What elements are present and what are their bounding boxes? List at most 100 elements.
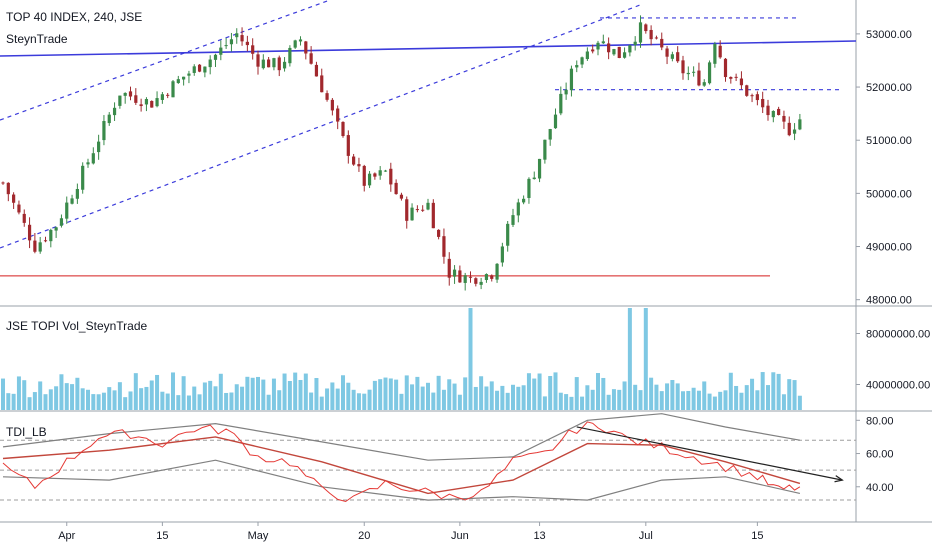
candle-body (665, 48, 669, 57)
right-price-axis[interactable]: 53000.00 52000.00 51000.00 50000.00 49000.00… (856, 29, 930, 494)
volume-bar (309, 392, 314, 410)
price-pane[interactable] (0, 0, 857, 291)
volume-bar (54, 386, 59, 410)
volume-bar (133, 373, 138, 410)
volume-bar (681, 391, 685, 410)
candle-body (182, 76, 186, 80)
volume-bar (139, 388, 144, 410)
volume-bar (404, 375, 409, 410)
candle-body (298, 39, 303, 42)
candle-body (532, 177, 536, 180)
volume-bar (335, 388, 340, 410)
resistance-trendline (0, 40, 857, 57)
tdi-rsi-line (2, 421, 801, 503)
volume-bar (553, 372, 558, 410)
candle-body (628, 45, 632, 53)
volume-bar (670, 380, 675, 410)
candle-body (750, 95, 754, 97)
time-axis[interactable]: Apr 15 May 20 Jun 13 Jul 15 (58, 522, 764, 542)
candle-body (660, 38, 664, 48)
candle-body (644, 24, 648, 32)
volume-bar (686, 390, 691, 410)
candle-body (484, 274, 489, 281)
candle-body (309, 53, 313, 64)
volume-bar (489, 381, 494, 410)
volume-bar (282, 373, 287, 410)
volume-bar (638, 390, 643, 410)
volume-bar (32, 392, 37, 410)
volume-pane[interactable] (1, 308, 802, 410)
candle-body (575, 65, 579, 68)
pane-separators (0, 0, 932, 523)
candle-body (118, 95, 122, 106)
candle-body (681, 60, 685, 74)
author-label: SteynTrade (6, 32, 68, 46)
time-tick-label: 13 (533, 530, 545, 542)
volume-bar (755, 390, 760, 410)
volume-bar (691, 387, 696, 410)
candle-body (325, 93, 329, 100)
volume-bar (224, 392, 229, 410)
volume-bar (750, 378, 755, 410)
volume-tick-label: 80000000.00 (866, 329, 930, 341)
candle-body (224, 45, 228, 47)
price-overlays (0, 0, 857, 277)
candle-body (102, 121, 106, 141)
candle-body (670, 54, 674, 59)
volume-bar (213, 386, 218, 410)
candle-body (734, 76, 738, 78)
volume-bar (760, 372, 765, 410)
candle-body (123, 92, 127, 96)
volume-bar (564, 394, 569, 410)
volume-bar (367, 389, 372, 410)
candle-body (649, 29, 653, 40)
volume-bar (574, 377, 579, 410)
volume-bar (728, 372, 733, 410)
candle-body (569, 68, 574, 91)
volume-bar (643, 308, 648, 410)
candle-body (134, 95, 138, 103)
candle-body (383, 170, 388, 172)
candle-body (777, 108, 781, 116)
candle-body (314, 64, 319, 77)
volume-bar (351, 389, 356, 410)
candle-body (607, 43, 611, 53)
volume-bar (208, 380, 213, 410)
volume-bar (293, 372, 298, 410)
price-tick-label: 49000.00 (866, 242, 912, 254)
volume-bar (473, 386, 478, 410)
volume-bar (776, 373, 781, 410)
candle-body (511, 215, 515, 225)
candle-body (272, 58, 276, 68)
volume-bar (426, 382, 430, 410)
candle-body (304, 41, 308, 54)
volume-bar (271, 378, 276, 410)
candle-body (160, 94, 164, 100)
candle-body (362, 165, 366, 186)
candle-body (718, 45, 722, 58)
candle-body (70, 198, 74, 204)
channel-upper (0, 0, 331, 121)
candle-body (336, 108, 340, 122)
volume-bar (38, 381, 43, 410)
volume-bar (314, 378, 319, 410)
volume-bar (11, 393, 16, 410)
candle-body (537, 158, 542, 179)
candle-body (442, 236, 446, 257)
volume-bar (341, 375, 345, 410)
candle-body (49, 229, 53, 242)
volume-bar (394, 379, 399, 410)
candle-body (33, 240, 37, 252)
volume-bar (558, 392, 563, 410)
candle-body (739, 78, 744, 86)
tdi-pane[interactable] (0, 413, 856, 503)
volume-bar (229, 392, 234, 410)
volume-bar (463, 377, 468, 410)
volume-bar (245, 376, 250, 410)
tdi-upper-band (2, 413, 801, 461)
candle-body (591, 49, 595, 52)
candle-body (97, 141, 101, 153)
price-tick-label: 50000.00 (866, 188, 912, 200)
